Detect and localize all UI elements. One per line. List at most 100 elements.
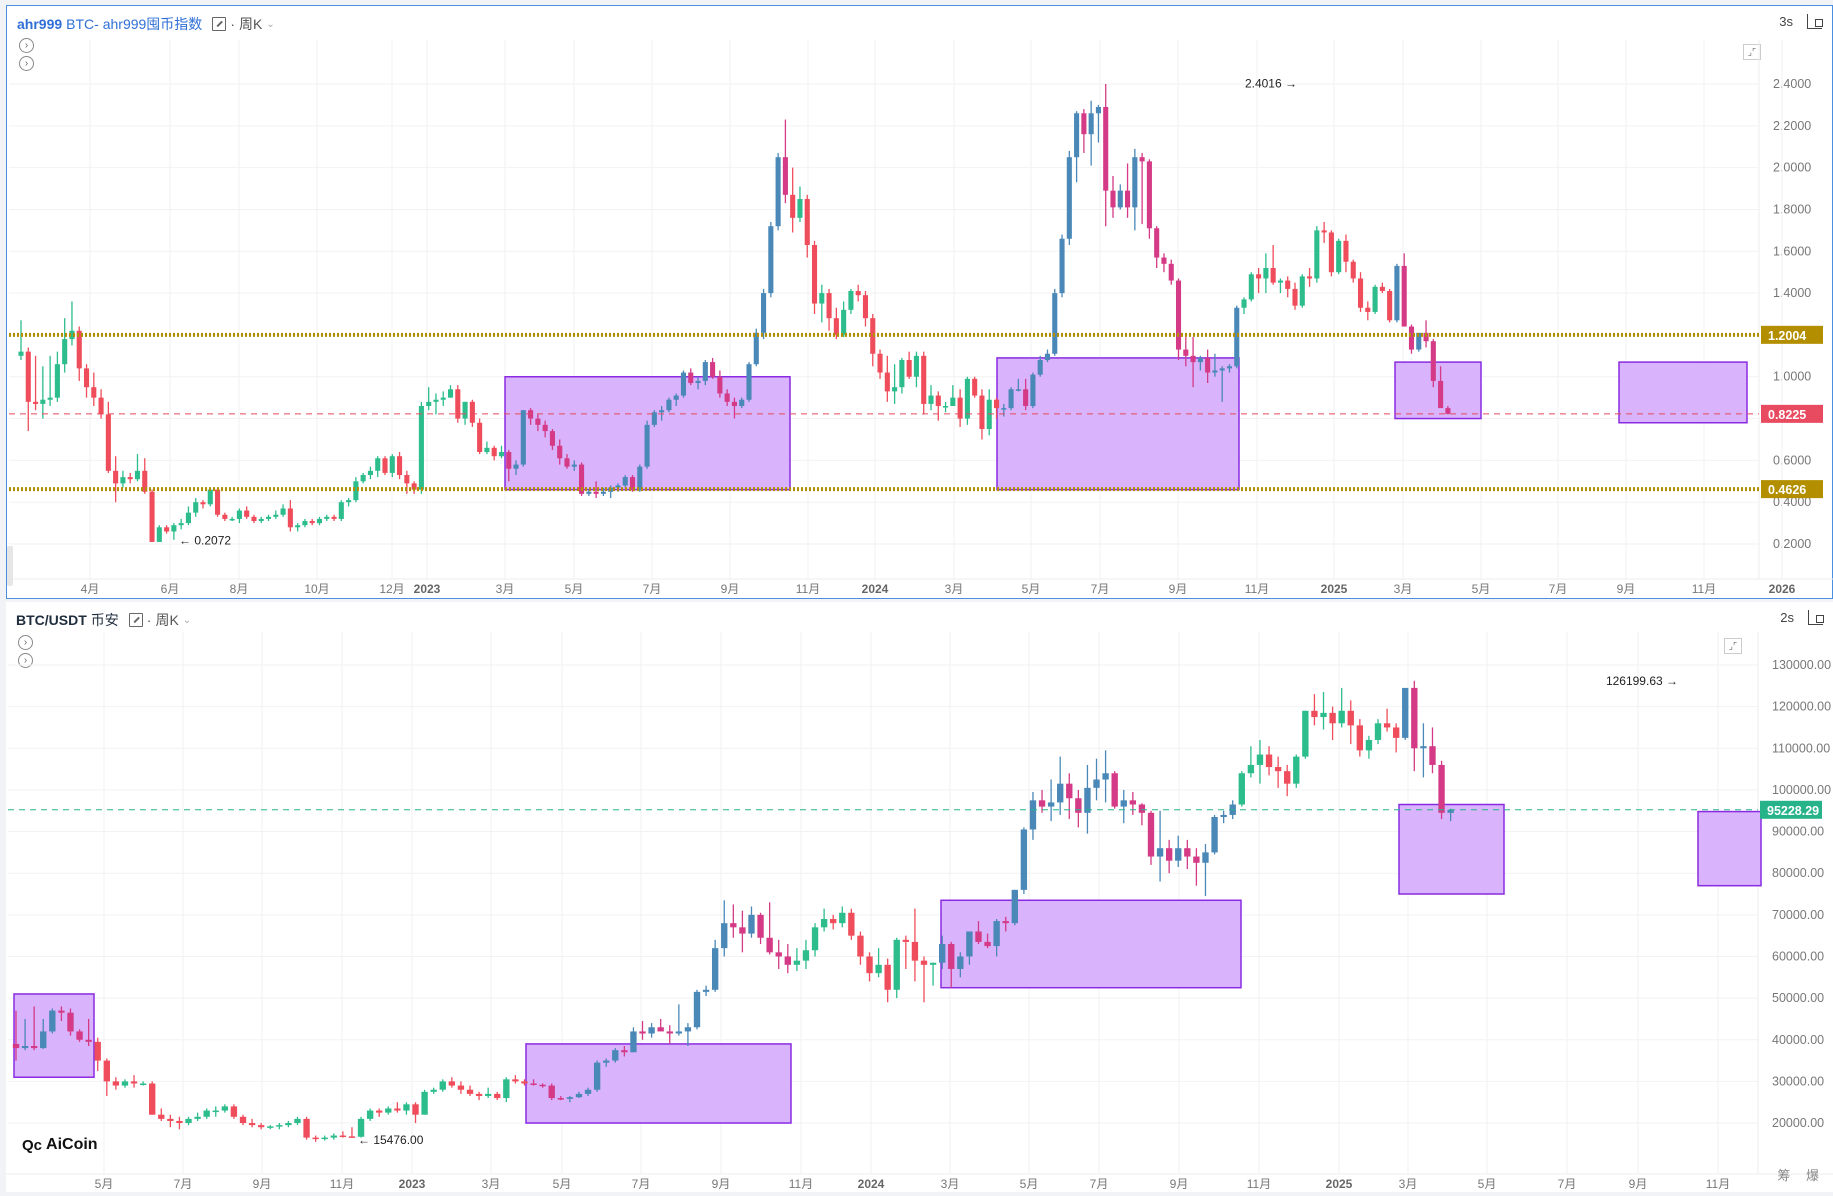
x-axis-label: 7月 (174, 1177, 193, 1191)
aicoin-logo: Qc AiCoin (22, 1136, 98, 1154)
x-axis-label: 3月 (1399, 1177, 1418, 1191)
x-axis-label: 11月 (330, 1177, 354, 1191)
svg-text:0.4626: 0.4626 (1768, 483, 1806, 497)
y-axis-label: 2.0000 (1773, 161, 1811, 175)
highlight-box (940, 899, 1242, 989)
x-axis-label: 12月 (379, 582, 404, 596)
highlight-box (1697, 810, 1762, 887)
x-axis-label: 5月 (565, 582, 584, 596)
x-axis-label: 2023 (414, 582, 441, 596)
y-axis-label: 1.8000 (1773, 202, 1811, 216)
chevron-down-icon[interactable]: ⌄ (182, 614, 192, 626)
highlight-box (996, 357, 1240, 491)
expand-indicator-icon[interactable]: › (18, 653, 33, 668)
layout-icon[interactable] (1808, 610, 1824, 625)
highlight-box (1398, 803, 1505, 895)
x-axis-label: 5月 (553, 1177, 572, 1191)
high-annotation: 2.4016 → (1245, 77, 1297, 91)
highlight-box (1394, 361, 1482, 420)
footer-tools[interactable]: 筹 爆 (1777, 1168, 1825, 1183)
x-axis-label: 11月 (1692, 582, 1716, 596)
symbol-label[interactable]: ahr999 (17, 16, 63, 32)
btcusdt-chart-panel: BTC/USDT 币安 · 周K ⌄ › › 2s ⌟⌜ 130000.00 12… (6, 602, 1833, 1192)
x-axis-label: 2024 (858, 1177, 885, 1191)
price-tag (1760, 800, 1822, 819)
x-axis-label: 7月 (1091, 582, 1110, 596)
svg-text:1.2004: 1.2004 (1768, 329, 1806, 343)
high-annotation: 126199.63 → (1606, 674, 1678, 688)
layout-icon[interactable] (1807, 14, 1823, 29)
y-axis-label: 100000.00 (1772, 783, 1831, 797)
y-axis-label: 2.4000 (1773, 77, 1811, 91)
y-axis-label: 30000.00 (1772, 1074, 1824, 1088)
y-axis-label: 40000.00 (1772, 1033, 1824, 1047)
expand-indicator-icon[interactable]: › (19, 38, 34, 53)
x-axis-label: 5月 (1478, 1177, 1497, 1191)
edit-icon[interactable] (212, 17, 227, 31)
interval-selector[interactable]: 周K (155, 612, 179, 628)
expand-indicator-icon[interactable]: › (19, 56, 34, 71)
chart-header: ahr999 BTC- ahr999囤币指数 · 周K ⌄ (17, 14, 275, 34)
y-axis-label: 1.0000 (1773, 370, 1811, 384)
y-axis-label: 110000.00 (1772, 741, 1830, 755)
aicoin-logo-icon: Qc (22, 1136, 43, 1154)
ahr999-chart-panel: ahr999 BTC- ahr999囤币指数 · 周K ⌄ › › 3s ⌟⌜ … (6, 5, 1833, 599)
interval-selector[interactable]: 周K (238, 16, 263, 32)
y-axis-label: 20000.00 (1772, 1116, 1824, 1130)
price-tag (1761, 325, 1823, 344)
chevron-down-icon[interactable]: ⌄ (266, 18, 275, 30)
scroll-handle[interactable] (7, 546, 13, 586)
x-axis-label: 3月 (496, 582, 515, 596)
low-annotation: ← 15476.00 (358, 1133, 424, 1147)
edit-icon[interactable] (128, 613, 143, 627)
x-axis-label: 11月 (1247, 1177, 1271, 1191)
x-axis-label: 4月 (81, 582, 100, 596)
x-axis-label: 11月 (789, 1177, 813, 1191)
y-axis-label: 1.6000 (1773, 244, 1811, 258)
x-axis-label: 9月 (253, 1177, 272, 1191)
y-axis-label: 0.2000 (1773, 537, 1811, 551)
x-axis-label: 11月 (1706, 1177, 1730, 1191)
x-axis-label: 3月 (1394, 582, 1413, 596)
refresh-rate: 3s (1779, 14, 1793, 29)
x-axis-label: 7月 (1549, 582, 1568, 596)
candlestick-plot[interactable]: 130000.00 120000.00 110000.00 100000.00 9000… (6, 602, 1833, 1192)
y-axis-label: 0.4000 (1773, 495, 1811, 509)
x-axis-label: 2023 (399, 1177, 426, 1191)
y-axis-label: 70000.00 (1772, 908, 1824, 922)
logo-text: AiCoin (46, 1136, 98, 1153)
y-axis-label: 0.6000 (1773, 453, 1811, 467)
symbol-label[interactable]: BTC/USDT (16, 612, 87, 628)
x-axis-label: 9月 (712, 1177, 731, 1191)
x-axis-label: 2025 (1321, 582, 1348, 596)
x-axis-label: 7月 (632, 1177, 651, 1191)
highlight-box (1618, 361, 1748, 424)
expand-indicator-icon[interactable]: › (18, 635, 33, 650)
x-axis-label: 3月 (941, 1177, 960, 1191)
x-axis-label: 2024 (862, 582, 889, 596)
x-axis-label: 11月 (1245, 582, 1269, 596)
price-tag (1761, 480, 1823, 499)
x-axis-label: 3月 (482, 1177, 501, 1191)
collapse-icon[interactable]: ⌟⌜ (1743, 44, 1761, 60)
low-annotation: ← 0.2072 (179, 534, 231, 548)
collapse-icon[interactable]: ⌟⌜ (1724, 638, 1742, 654)
y-axis-label: 60000.00 (1772, 949, 1824, 963)
x-axis-label: 7月 (643, 582, 662, 596)
x-axis-label: 11月 (796, 582, 820, 596)
candlestick-plot[interactable]: 2.4000 2.2000 2.0000 1.8000 1.6000 1.4000 1.20… (7, 6, 1833, 600)
y-axis-label: 120000.00 (1772, 700, 1831, 714)
y-axis-label: 80000.00 (1772, 866, 1824, 880)
svg-text:0.8225: 0.8225 (1768, 408, 1806, 422)
chart-title: BTC- ahr999囤币指数 (66, 16, 203, 32)
svg-text:95228.29: 95228.29 (1767, 804, 1819, 818)
y-axis-label: 50000.00 (1772, 991, 1824, 1005)
x-axis-label: 7月 (1558, 1177, 1577, 1191)
x-axis-label: 9月 (1169, 582, 1188, 596)
x-axis-label: 10月 (304, 582, 329, 596)
x-axis-label: 8月 (230, 582, 249, 596)
y-axis-label: 90000.00 (1772, 825, 1824, 839)
x-axis-label: 3月 (945, 582, 964, 596)
separator-dot: · (146, 612, 152, 628)
x-axis-label: 2025 (1326, 1177, 1353, 1191)
